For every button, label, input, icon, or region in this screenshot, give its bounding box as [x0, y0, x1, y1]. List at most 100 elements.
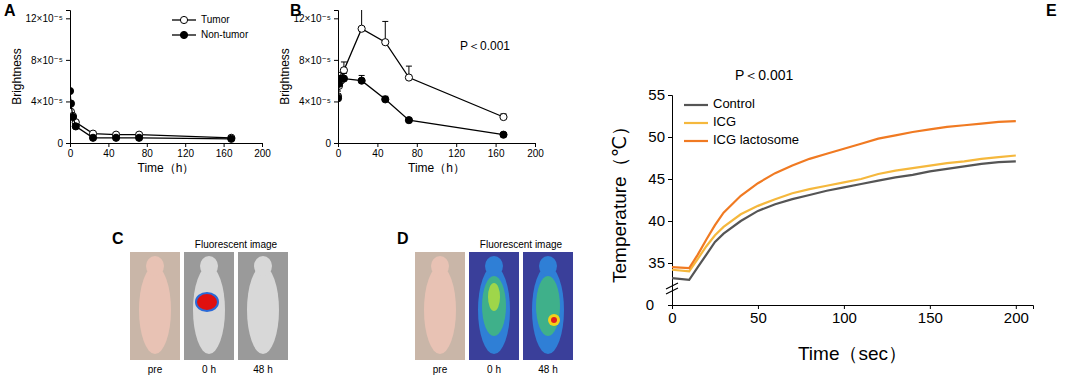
tick-label: 120	[448, 148, 465, 159]
mouse-body	[139, 266, 171, 354]
tick: 40	[372, 143, 384, 159]
axis-line	[71, 144, 263, 148]
panel-label: C	[112, 230, 124, 247]
error-cap	[382, 21, 388, 22]
tick-label: 8×10⁻⁵	[299, 55, 331, 66]
mouse-head	[200, 256, 218, 276]
legend-label: ICG	[713, 114, 736, 129]
point	[405, 117, 412, 124]
x-axis: 050100150200	[668, 305, 1033, 326]
frame-label: pre	[433, 364, 448, 375]
point	[340, 67, 347, 74]
tick: 8×10⁻⁵	[31, 55, 70, 66]
tick: 120	[448, 143, 465, 159]
point	[112, 134, 119, 141]
tick-label: 55	[648, 86, 665, 103]
tick-mark	[496, 143, 497, 147]
tick-label: 45	[648, 170, 665, 187]
y-axis: 04×10⁻⁵8×10⁻⁵12×10⁻⁵	[25, 11, 70, 149]
tumor-signal	[548, 314, 560, 326]
tick-mark	[334, 101, 338, 102]
tick: 0	[68, 143, 74, 159]
tick: 8×10⁻⁵	[299, 55, 338, 66]
mouse-body	[193, 266, 225, 354]
frame-label: 48 h	[253, 364, 272, 375]
image-frame	[130, 252, 180, 360]
figure: 0 40 80 120 160 200 04×10⁻⁵8×10⁻⁵12×10⁻⁵ Time（h…	[0, 0, 1084, 379]
point	[72, 123, 79, 130]
tick-label: 80	[412, 148, 424, 159]
x-axis-title: Time（h）	[138, 161, 195, 175]
tick-label: 50	[750, 309, 767, 326]
tick-label: 40	[103, 148, 115, 159]
tick-label: 200	[1004, 309, 1029, 326]
tick: 200	[527, 143, 544, 159]
tick: 200	[254, 143, 271, 159]
axis-line	[339, 144, 536, 148]
tick-label: 4×10⁻⁵	[299, 96, 331, 107]
tick-mark	[224, 143, 225, 147]
x-axis-title: Time（sec）	[798, 343, 907, 364]
signal	[536, 276, 560, 336]
tick-label: 35	[648, 254, 665, 271]
legend-swatch	[684, 104, 708, 106]
tick-label: 0	[325, 138, 331, 149]
tick: 0	[336, 143, 342, 159]
point	[338, 95, 342, 102]
image-frame	[238, 252, 288, 360]
legend-swatch	[684, 122, 708, 124]
tick-label: 50	[648, 128, 665, 145]
break-line	[666, 283, 678, 289]
y-axis-title: Brightness	[278, 48, 292, 105]
y-axis: 35 40 45 50 55	[648, 86, 672, 305]
signal-core	[488, 283, 500, 311]
image-frame	[184, 252, 234, 360]
tick: 50	[648, 128, 672, 145]
mouse-body	[478, 266, 510, 354]
point	[500, 131, 507, 138]
tick: 4×10⁻⁵	[299, 96, 338, 107]
x-axis: 0 40 80 120 160 200	[68, 143, 272, 159]
tick-mark	[668, 221, 672, 222]
tumor-signal-core	[551, 317, 557, 323]
image-title: Fluorescent image	[480, 239, 563, 250]
y-axis-title: Temperature（℃）	[609, 117, 630, 283]
legend-item: ICG lactosome	[684, 132, 799, 147]
point	[500, 113, 507, 120]
point	[358, 25, 365, 32]
tick-mark	[535, 143, 536, 147]
error-cap	[341, 73, 347, 74]
tick-label: 80	[142, 148, 154, 159]
tick: 120	[177, 143, 194, 159]
plot-area	[70, 87, 235, 142]
annotation: P＜0.001	[460, 39, 510, 53]
tick-mark	[147, 143, 148, 147]
mouse-body	[424, 266, 456, 354]
mouse-head	[254, 256, 272, 276]
error-cap	[406, 66, 412, 67]
mouse-head	[146, 256, 164, 276]
tick-mark	[66, 18, 70, 19]
tick-label: 40	[648, 212, 665, 229]
plot-area	[338, 10, 507, 138]
tick-label: 8×10⁻⁵	[31, 55, 63, 66]
point	[70, 113, 76, 120]
frame-background	[469, 252, 519, 360]
legend-item: Non-tumor	[172, 29, 249, 40]
legend-label: ICG lactosome	[713, 132, 799, 147]
tick: 80	[412, 143, 424, 159]
point	[89, 134, 96, 141]
image-frame	[469, 252, 519, 360]
series-line	[672, 161, 1016, 279]
panel-label: D	[397, 230, 409, 247]
series-line	[672, 121, 1016, 268]
frame-background	[238, 252, 288, 360]
tick-label: 100	[832, 309, 857, 326]
tick-label: 160	[216, 148, 233, 159]
axis-line	[66, 11, 71, 144]
tick-label: 200	[254, 148, 271, 159]
mouse-body	[532, 266, 564, 354]
annotation: 0	[646, 296, 654, 313]
tick: 0	[325, 138, 338, 149]
tick: 45	[648, 170, 672, 187]
